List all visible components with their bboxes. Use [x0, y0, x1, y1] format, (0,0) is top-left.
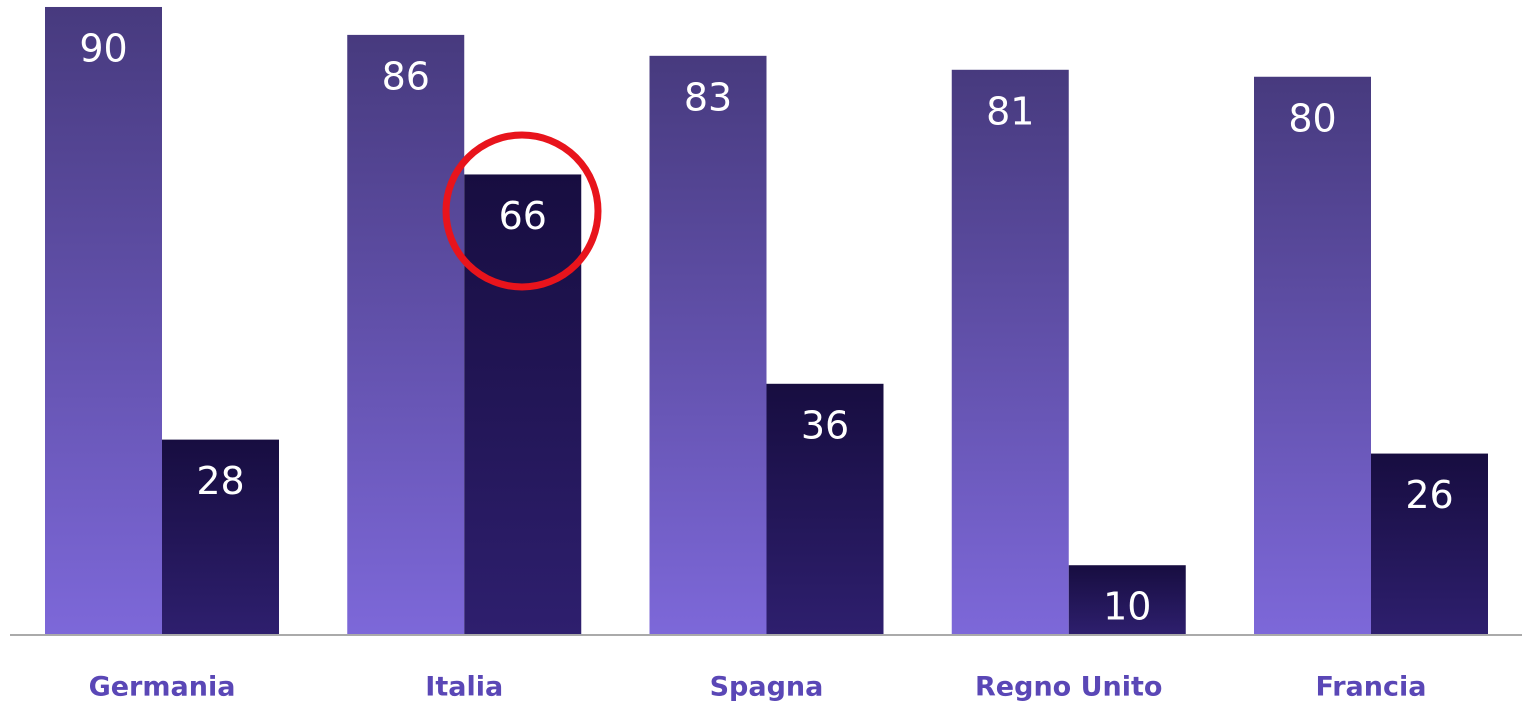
x-tick-label: Spagna	[710, 672, 824, 703]
x-tick-label: Regno Unito	[975, 672, 1162, 703]
value-label: 81	[986, 89, 1034, 133]
bar	[162, 439, 279, 635]
value-label: 83	[684, 75, 732, 119]
value-label: 90	[79, 26, 127, 70]
bar	[1254, 76, 1371, 635]
value-label: 28	[196, 459, 244, 503]
x-tick-label: Italia	[425, 672, 503, 703]
x-tick-label: Germania	[89, 672, 236, 703]
bar	[649, 55, 767, 636]
value-label: 26	[1405, 473, 1453, 517]
value-label: 10	[1103, 585, 1151, 629]
highlight-circle	[442, 131, 602, 291]
value-label: 80	[1288, 96, 1336, 140]
bar	[347, 34, 465, 635]
bar	[45, 6, 162, 635]
bar	[951, 69, 1069, 636]
bar	[1371, 453, 1488, 635]
bar	[766, 383, 884, 635]
value-label: 86	[382, 54, 430, 98]
value-label: 66	[499, 194, 547, 238]
bar	[464, 174, 582, 635]
x-tick-label: Francia	[1316, 672, 1427, 703]
bar	[1068, 565, 1186, 635]
bars	[45, 6, 1488, 636]
value-label: 36	[801, 403, 849, 447]
